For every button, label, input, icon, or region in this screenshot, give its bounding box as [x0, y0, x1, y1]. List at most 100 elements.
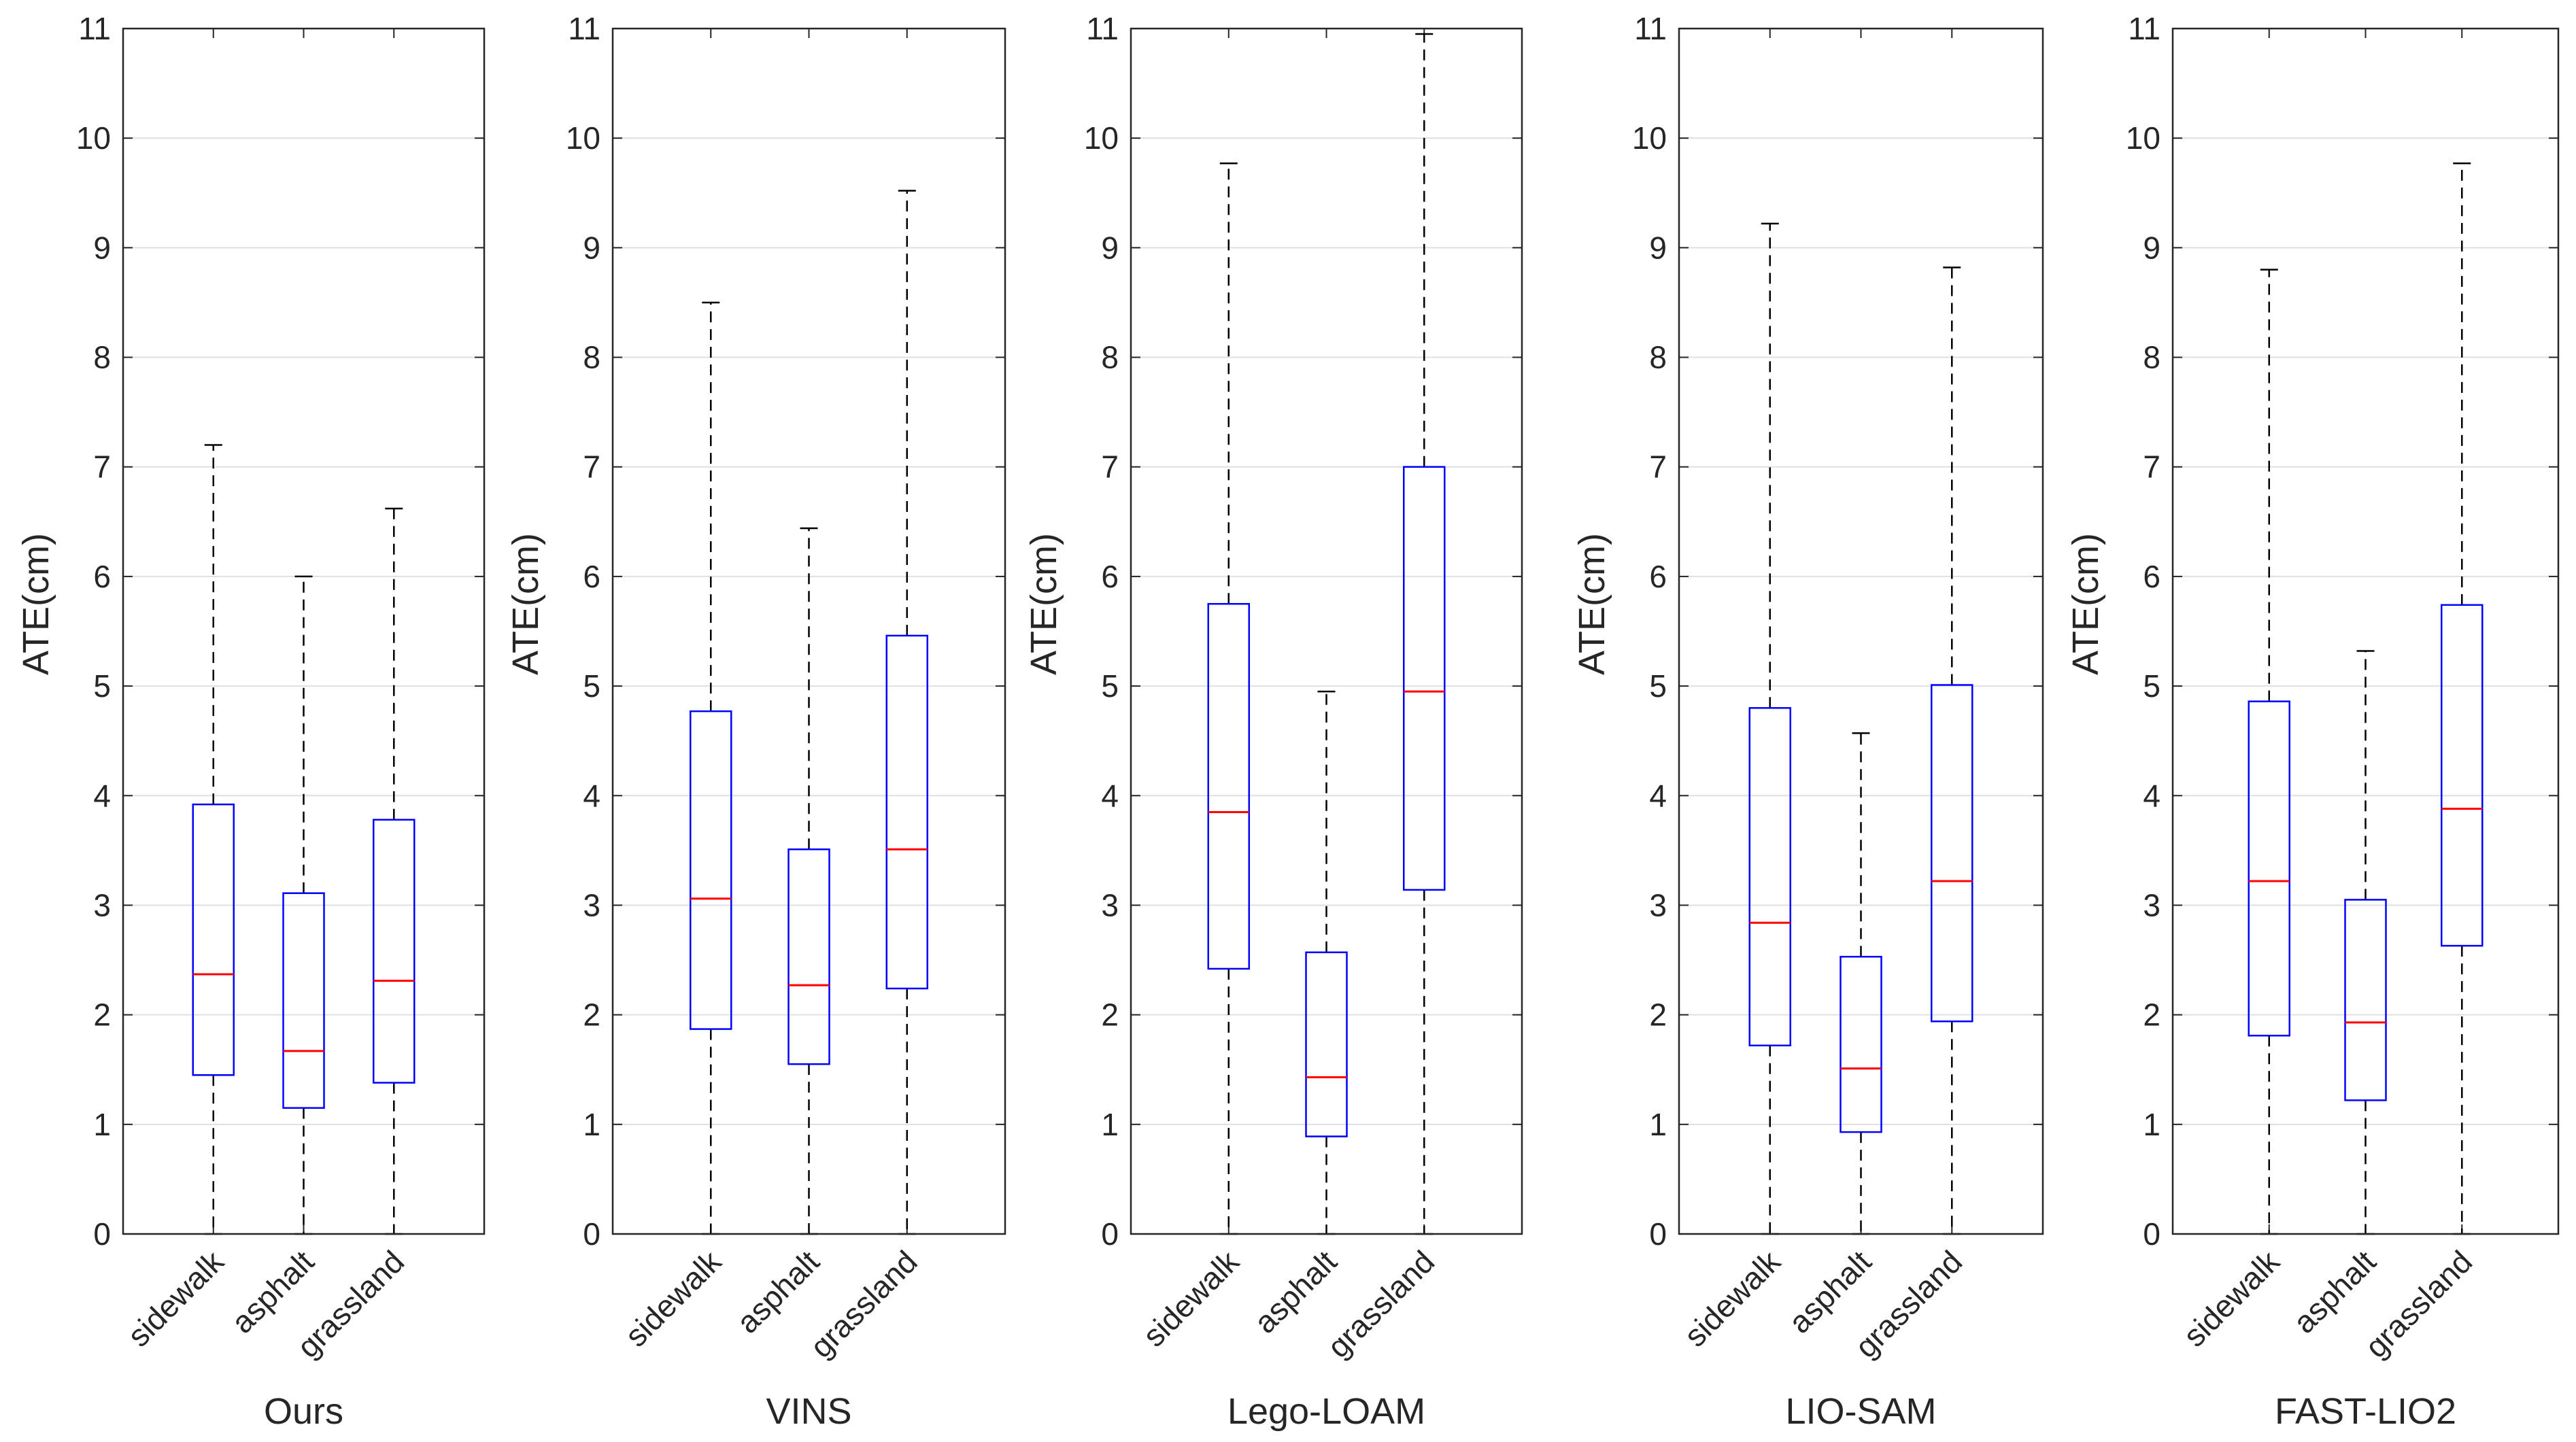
y-tick-label: 5 [1649, 668, 1667, 704]
y-axis-label: ATE(cm) [505, 533, 546, 675]
x-tick-label-sidewalk: sidewalk [618, 1243, 728, 1354]
y-tick-label: 10 [1632, 120, 1667, 156]
x-axis-label: LIO-SAM [1785, 1391, 1936, 1432]
x-tick-label-sidewalk: sidewalk [2176, 1243, 2286, 1354]
y-tick-label: 7 [1101, 449, 1119, 485]
box-rect [885, 634, 928, 990]
y-tick-label: 7 [583, 449, 600, 485]
y-tick-label: 2 [1649, 997, 1667, 1033]
x-axis-label: VINS [766, 1391, 851, 1432]
box-rect [787, 848, 830, 1065]
y-tick-label: 10 [1084, 120, 1119, 156]
box-grassland [1931, 267, 1973, 1235]
y-tick-label: 1 [1101, 1107, 1119, 1142]
y-tick-label: 6 [583, 559, 600, 594]
y-tick-label: 5 [2143, 668, 2160, 704]
y-tick-label: 5 [1101, 668, 1119, 704]
y-tick-label: 9 [583, 230, 600, 265]
y-tick-label: 7 [2143, 449, 2160, 485]
y-tick-label: 8 [93, 340, 111, 375]
box-rect [1403, 466, 1446, 891]
y-tick-label: 1 [2143, 1107, 2160, 1142]
y-tick-label: 11 [1086, 11, 1119, 46]
x-tick-label-asphalt: asphalt [2286, 1243, 2383, 1340]
x-axis-label: FAST-LIO2 [2275, 1391, 2456, 1432]
box-rect [1305, 951, 1348, 1137]
y-tick-label: 2 [93, 997, 111, 1033]
box-grassland [1403, 33, 1446, 1235]
box-rect [690, 710, 732, 1030]
y-tick-label: 4 [2143, 778, 2160, 813]
y-tick-label: 6 [1101, 559, 1119, 594]
y-tick-label: 4 [583, 778, 600, 813]
y-tick-label: 5 [93, 668, 111, 704]
y-tick-label: 1 [583, 1107, 600, 1142]
x-tick-label-grassland: grassland [2358, 1243, 2479, 1364]
y-tick-label: 1 [1649, 1107, 1667, 1142]
box-asphalt [2344, 650, 2387, 1235]
box-rect [192, 803, 235, 1076]
y-tick-label: 3 [2143, 887, 2160, 923]
box-rect [282, 892, 325, 1109]
y-tick-label: 10 [76, 120, 111, 156]
box-grassland [2441, 162, 2484, 1235]
box-asphalt [787, 527, 830, 1235]
x-tick-label-asphalt: asphalt [730, 1243, 826, 1340]
y-tick-label: 8 [2143, 340, 2160, 375]
y-axis-label: ATE(cm) [2065, 533, 2106, 675]
panel-1: 01234567891011sidewalkasphaltgrasslandOu… [16, 11, 486, 1432]
box-asphalt [1305, 690, 1348, 1235]
box-rect [373, 819, 416, 1084]
x-tick-label-sidewalk: sidewalk [120, 1243, 231, 1354]
x-tick-label-sidewalk: sidewalk [1677, 1243, 1787, 1354]
y-tick-label: 9 [1101, 230, 1119, 265]
box-rect [1748, 707, 1791, 1047]
y-tick-label: 9 [1649, 230, 1667, 265]
x-tick-label-grassland: grassland [1321, 1243, 1442, 1364]
plot-area [2173, 29, 2558, 1234]
box-sidewalk [2248, 269, 2290, 1235]
plot-area [1679, 29, 2043, 1234]
y-tick-label: 8 [583, 340, 600, 375]
plot-area [123, 29, 484, 1234]
x-tick-label-asphalt: asphalt [1247, 1243, 1344, 1340]
y-tick-label: 6 [1649, 559, 1667, 594]
y-tick-label: 4 [1101, 778, 1119, 813]
x-tick-label-grassland: grassland [803, 1243, 924, 1364]
y-tick-label: 6 [2143, 559, 2160, 594]
box-grassland [885, 190, 928, 1235]
y-tick-label: 10 [566, 120, 600, 156]
box-grassland [373, 507, 416, 1235]
axes-frame [122, 27, 486, 1235]
y-tick-label: 8 [1649, 340, 1667, 375]
y-tick-label: 3 [93, 887, 111, 923]
y-tick-label: 2 [583, 997, 600, 1033]
y-tick-label: 4 [1649, 778, 1667, 813]
box-asphalt [1840, 732, 1882, 1235]
y-tick-label: 11 [78, 11, 111, 46]
box-rect [1207, 602, 1250, 970]
y-tick-label: 2 [1101, 997, 1119, 1033]
y-tick-label: 3 [1649, 887, 1667, 923]
box-rect [1931, 684, 1973, 1023]
y-tick-label: 9 [93, 230, 111, 265]
axes-frame [1678, 27, 2044, 1235]
y-tick-label: 0 [583, 1216, 600, 1252]
x-axis-label: Ours [264, 1391, 343, 1432]
y-tick-label: 3 [583, 887, 600, 923]
y-tick-label: 3 [1101, 887, 1119, 923]
axes-frame [611, 27, 1006, 1235]
y-tick-label: 0 [2143, 1216, 2160, 1252]
y-tick-label: 6 [93, 559, 111, 594]
x-axis-label: Lego-LOAM [1227, 1391, 1425, 1432]
y-tick-label: 2 [2143, 997, 2160, 1033]
y-axis-label: ATE(cm) [16, 533, 56, 675]
y-tick-label: 4 [93, 778, 111, 813]
box-rect [1840, 955, 1882, 1133]
plot-area [1131, 29, 1522, 1234]
y-tick-label: 0 [1649, 1216, 1667, 1252]
